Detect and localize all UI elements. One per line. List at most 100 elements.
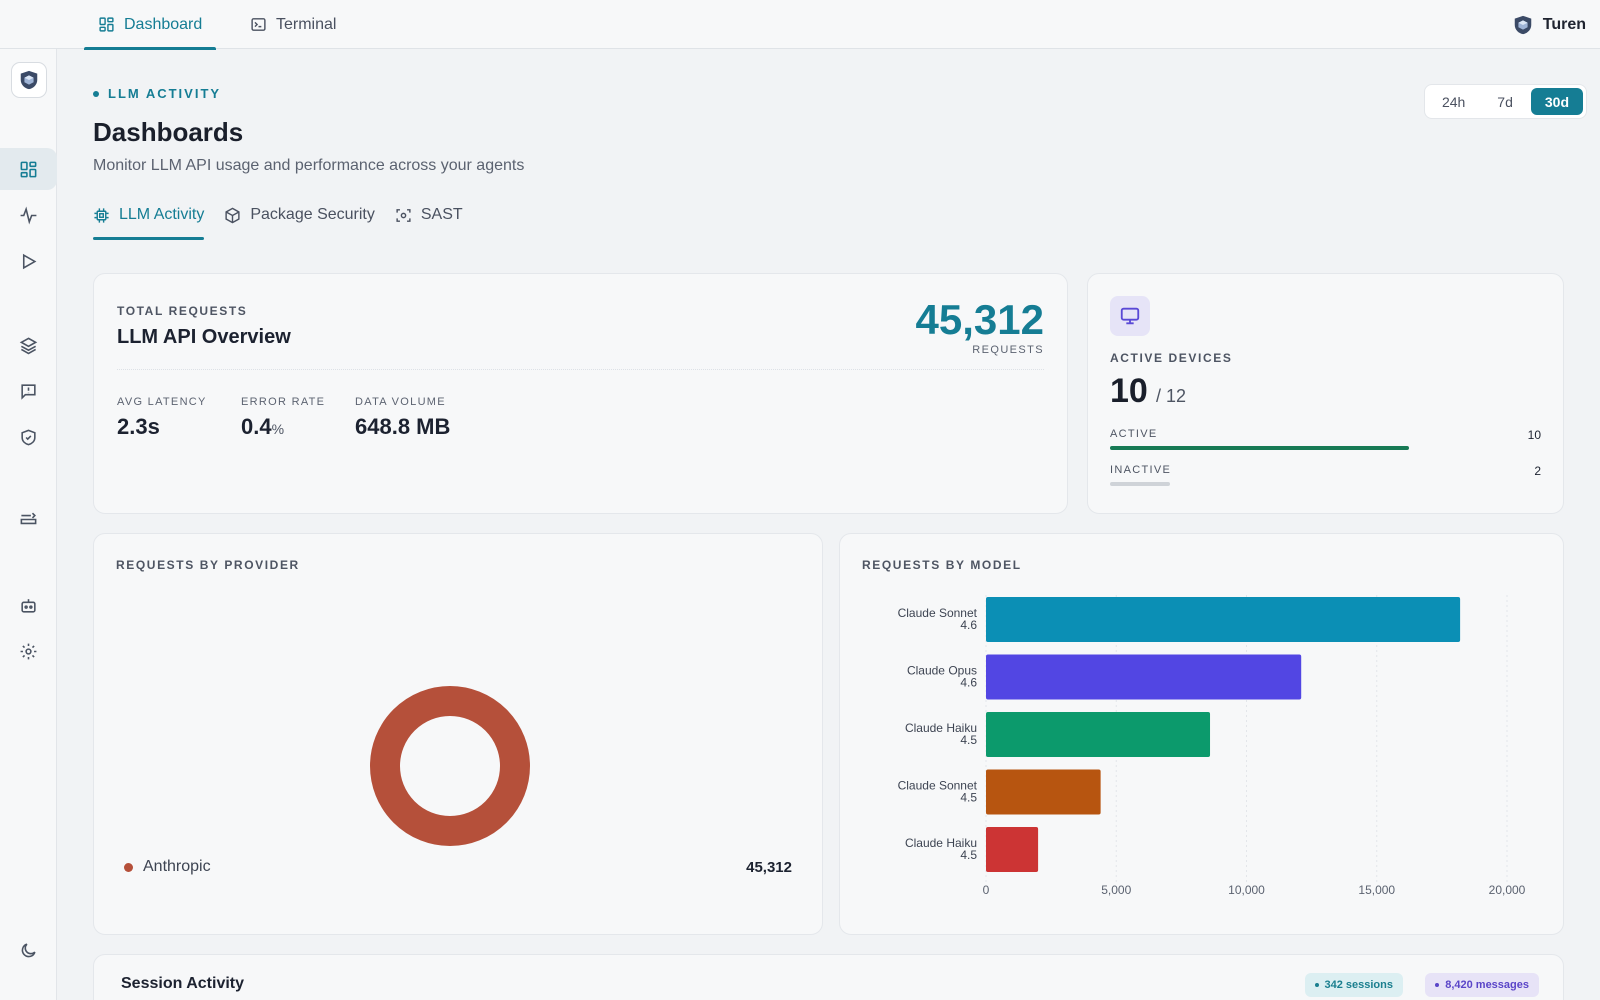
requests-by-model-card: REQUESTS BY MODEL 0 5,000 10,000 15,000 20,0… [839,533,1564,935]
shield-cube-logo [20,70,38,90]
sessions-badge: 342 sessions [1304,973,1403,997]
overview-divider [117,369,1044,370]
shield-cube-logo [1514,15,1531,34]
metric-value: 0.4% [241,414,285,439]
range-24h-button[interactable]: 24h [1441,93,1466,110]
legend-swatch [124,862,133,872]
y-tick-label: Claude Haiku [905,721,977,735]
metric-label: ERROR RATE [241,396,326,408]
device-row-active: ACTIVE 10 [1110,428,1541,450]
bot-icon [21,598,36,613]
metric-value: 2.3s [117,414,160,439]
range-7d-button[interactable]: 7d [1497,93,1513,110]
sidebar-item-agents[interactable] [0,584,57,626]
device-row-label: ACTIVE [1110,428,1158,440]
top-bar: Dashboard Terminal Turen [0,0,1600,50]
overview-title: LLM API Overview [117,326,291,348]
tab-dashboard[interactable]: Dashboard [84,0,217,50]
sidebar-item-layers[interactable] [0,324,57,366]
tab-sast-label: SAST [420,206,463,223]
eyebrow-label: LLM ACTIVITY [108,86,222,101]
metric-value: 648.8 MB [355,414,451,439]
range-30d-button[interactable]: 30d [1530,88,1583,115]
sidebar-item-dashboard[interactable] [0,148,57,190]
x-tick-label: 0 [983,883,990,897]
sidebar-item-security[interactable] [0,416,57,458]
sidebar-item-alerts[interactable] [0,370,57,412]
sidebar [0,49,57,1000]
moon-icon [21,942,36,957]
tab-sast[interactable]: SAST [395,190,463,240]
cpu-icon [94,207,109,223]
badge-dot [1314,983,1319,987]
device-row-count: 2 [1534,464,1541,478]
donut-slice[interactable] [370,686,530,846]
session-activity-title: Session Activity [121,975,245,992]
grid-icon [20,161,37,177]
device-row-inactive: INACTIVE 2 [1110,464,1541,486]
x-tick-label: 20,000 [1489,883,1526,897]
tab-llm-activity[interactable]: LLM Activity [93,190,205,240]
provider-legend-item: Anthropic 45,312 [124,858,792,876]
play-icon [22,253,37,269]
monitor-icon [1110,296,1150,336]
sidebar-item-routing[interactable] [0,498,57,540]
legend-label: Anthropic [143,858,211,875]
bar[interactable] [986,769,1101,815]
active-devices-card: ACTIVE DEVICES 10 / 12 ACTIVE 10 INACTIV… [1087,273,1564,514]
bar[interactable] [986,597,1461,642]
tab-package-security[interactable]: Package Security [224,190,375,240]
messages-badge: 8,420 messages [1425,973,1539,997]
requests-by-provider-card: REQUESTS BY PROVIDER Anthropic 45,312 [93,533,823,935]
badge-label: 342 sessions [1324,979,1394,991]
badge-label: 8,420 messages [1445,979,1529,991]
time-range-selector: 24h 7d 30d [1423,84,1587,119]
dashboard-tabs: LLM Activity Package Security SAST [93,190,463,240]
session-activity-card: Session Activity 342 sessions 8,420 mess… [93,954,1564,1000]
bar[interactable] [986,654,1302,700]
theme-toggle[interactable] [0,929,57,971]
message-alert-icon [21,383,36,400]
page-title: Dashboards [93,117,244,147]
page-subtitle: Monitor LLM API usage and performance ac… [93,157,525,174]
legend-value: 45,312 [746,858,792,876]
y-tick-label: 4.6 [960,618,977,632]
y-tick-label: Claude Sonnet [898,606,978,620]
app-logo[interactable] [11,62,47,98]
tab-package-security-label: Package Security [250,206,375,223]
y-tick-label: 4.5 [960,848,977,862]
metric-unit: % [271,421,285,437]
eyebrow-dot [93,90,99,97]
bar[interactable] [986,827,1039,872]
section-eyebrow: LLM ACTIVITY [93,86,221,101]
device-row-count: 10 [1527,428,1541,442]
y-tick-label: 4.6 [960,676,977,690]
active-devices-value: 10 [1110,372,1148,410]
metric-error-rate: ERROR RATE 0.4% [241,396,325,440]
layers-icon [19,336,38,354]
overview-eyebrow: TOTAL REQUESTS [117,304,248,318]
y-tick-label: Claude Haiku [905,836,977,850]
badge-dot [1435,983,1440,987]
sidebar-item-settings[interactable] [0,630,57,672]
sidebar-item-run[interactable] [0,240,57,282]
sidebar-item-activity[interactable] [0,194,57,236]
metric-label: AVG LATENCY [117,396,207,408]
scan-icon [396,208,411,222]
gear-icon [20,643,37,659]
shield-check-icon [21,429,36,445]
devices-total: / 12 [1156,386,1187,406]
y-tick-label: Claude Opus [907,664,977,678]
active-devices-label: ACTIVE DEVICES [1110,351,1233,365]
pulse-icon [20,206,37,224]
tab-terminal[interactable]: Terminal [236,0,350,49]
main-content: LLM ACTIVITY Dashboards Monitor LLM API … [57,49,1600,1000]
user-name: Turen [1542,15,1586,33]
y-tick-label: Claude Sonnet [898,779,978,793]
tab-terminal-label: Terminal [276,15,337,33]
total-requests-unit: REQUESTS [972,344,1044,356]
bar[interactable] [986,712,1211,757]
user-menu[interactable]: Turen [1512,0,1586,49]
tab-llm-activity-label: LLM Activity [119,206,205,223]
